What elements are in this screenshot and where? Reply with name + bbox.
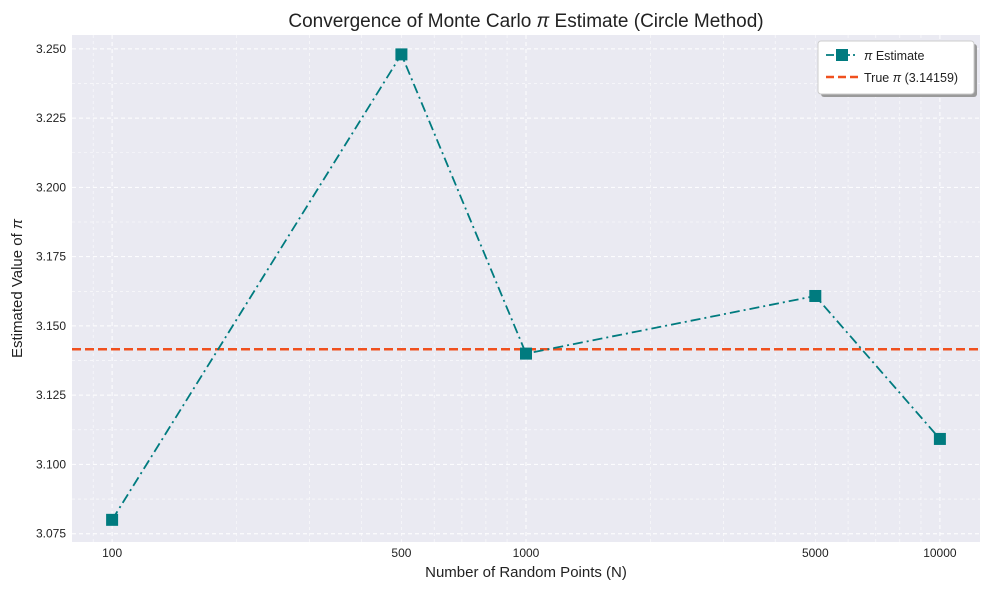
x-tick-label: 100 [102,546,122,560]
y-axis-label: Estimated Value of π [9,218,26,358]
data-point-marker [809,289,822,302]
legend-series-marker [836,49,848,61]
data-point-marker [520,347,532,360]
x-tick-label: 500 [391,546,411,560]
series-line [111,52,941,521]
x-tick-label: 1000 [513,546,540,560]
y-tick-label: 3.225 [36,111,66,125]
legend-box [817,40,975,95]
x-axis-label: Number of Random Points (N) [425,564,627,581]
legend: π Estimate True π (3.14159) [817,40,977,97]
y-tick-label: 3.125 [36,388,66,402]
chart-title: Convergence of Monte Carlo π Estimate (C… [288,11,763,32]
y-tick-label: 3.100 [36,457,66,471]
y-tick-label: 3.200 [36,180,66,194]
x-tick-label: 5000 [802,546,829,560]
data-point-marker [395,48,408,61]
y-tick-label: 3.150 [36,319,66,333]
series-layer [106,48,946,526]
y-tick-label: 3.175 [36,250,66,264]
ticks-layer: 100 500 1000 5000 10000 3.075 3.100 3.125 3.150 3… [36,42,957,560]
legend-series-label: π Estimate [864,49,925,63]
y-tick-label: 3.075 [36,527,66,541]
x-tick-label: 10000 [923,546,957,560]
data-point-marker [933,432,946,445]
data-point-marker [106,513,119,526]
legend-reference-label: True π (3.14159) [864,71,958,85]
grid-layer [72,35,980,542]
y-tick-label: 3.250 [36,42,66,56]
